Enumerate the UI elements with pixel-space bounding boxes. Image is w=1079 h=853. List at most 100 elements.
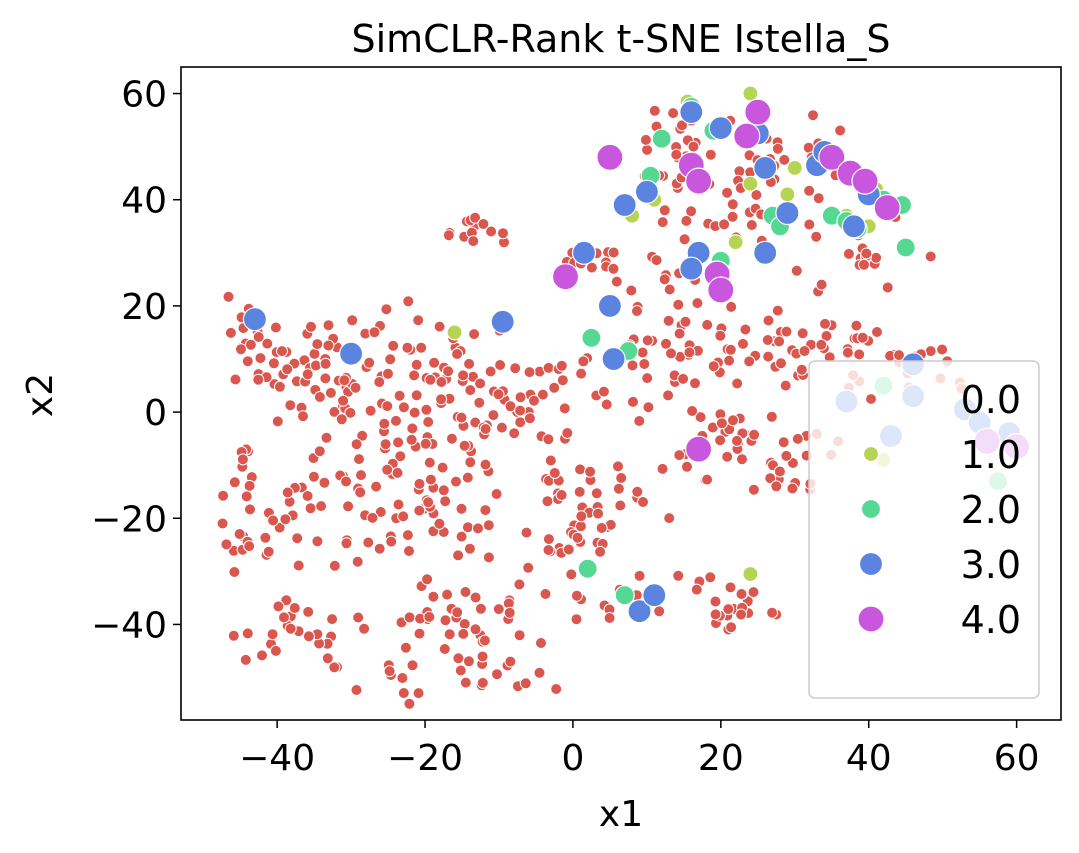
scatter-point-class-0 bbox=[673, 327, 686, 340]
scatter-point-class-2 bbox=[581, 327, 602, 348]
scatter-point-class-0 bbox=[936, 343, 949, 356]
scatter-point-class-0 bbox=[415, 341, 428, 354]
scatter-point-class-0 bbox=[796, 327, 809, 340]
scatter-point-class-0 bbox=[243, 479, 256, 492]
scatter-point-class-0 bbox=[841, 346, 854, 359]
x-tick-label: −20 bbox=[387, 738, 463, 779]
scatter-point-class-0 bbox=[709, 608, 722, 621]
scatter-point-class-0 bbox=[791, 432, 804, 445]
scatter-point-class-0 bbox=[542, 533, 555, 546]
scatter-point-class-0 bbox=[477, 218, 490, 230]
scatter-point-class-0 bbox=[228, 566, 241, 578]
scatter-point-class-0 bbox=[309, 359, 322, 372]
scatter-point-class-0 bbox=[454, 664, 467, 677]
scatter-point-class-0 bbox=[352, 611, 365, 624]
scatter-point-class-0 bbox=[672, 298, 685, 311]
legend-marker-2 bbox=[860, 498, 882, 520]
x-tick-label: −40 bbox=[239, 738, 315, 779]
chart-title: SimCLR-Rank t-SNE Istella_S bbox=[351, 17, 890, 61]
y-tick-label: −40 bbox=[91, 605, 167, 646]
scatter-point-class-0 bbox=[663, 283, 676, 296]
scatter-point-class-0 bbox=[723, 354, 736, 367]
scatter-point-class-0 bbox=[461, 521, 474, 534]
scatter-point-class-0 bbox=[424, 373, 437, 386]
scatter-point-class-0 bbox=[607, 246, 620, 259]
scatter-point-class-0 bbox=[638, 358, 651, 370]
scatter-point-class-0 bbox=[220, 538, 233, 551]
scatter-point-class-0 bbox=[607, 262, 620, 275]
scatter-point-class-0 bbox=[714, 434, 727, 447]
scatter-point-class-0 bbox=[458, 439, 471, 452]
scatter-point-class-0 bbox=[406, 659, 419, 672]
scatter-point-class-0 bbox=[227, 629, 240, 642]
scatter-point-class-0 bbox=[542, 544, 555, 556]
scatter-point-class-0 bbox=[735, 588, 748, 600]
scatter-point-class-0 bbox=[764, 472, 777, 485]
scatter-point-class-0 bbox=[315, 500, 328, 513]
scatter-point-class-0 bbox=[262, 545, 275, 558]
scatter-point-class-0 bbox=[479, 423, 492, 435]
scatter-point-class-0 bbox=[856, 331, 869, 344]
scatter-point-class-0 bbox=[662, 314, 675, 327]
scatter-point-class-0 bbox=[558, 402, 571, 415]
scatter-point-class-0 bbox=[513, 578, 526, 591]
scatter-point-class-0 bbox=[737, 337, 749, 350]
scatter-point-class-3 bbox=[841, 214, 867, 239]
scatter-point-class-0 bbox=[555, 489, 568, 501]
scatter-point-class-0 bbox=[656, 216, 669, 229]
scatter-point-class-0 bbox=[641, 372, 654, 385]
scatter-point-class-0 bbox=[370, 480, 383, 493]
scatter-point-class-0 bbox=[368, 326, 381, 339]
x-tick-label: 20 bbox=[698, 738, 744, 779]
scatter-point-class-0 bbox=[271, 415, 284, 428]
scatter-point-class-0 bbox=[364, 404, 377, 417]
scatter-point-class-0 bbox=[458, 618, 471, 630]
scatter-point-class-0 bbox=[378, 417, 391, 430]
scatter-point-class-0 bbox=[660, 337, 672, 350]
scatter-point-class-1 bbox=[446, 324, 463, 341]
scatter-point-class-0 bbox=[410, 389, 423, 402]
scatter-point-class-0 bbox=[469, 623, 482, 636]
scatter-point-class-0 bbox=[422, 416, 435, 428]
scatter-point-class-0 bbox=[871, 326, 883, 338]
y-tick-label: 40 bbox=[121, 181, 167, 222]
scatter-point-class-0 bbox=[435, 376, 448, 388]
scatter-point-class-0 bbox=[281, 486, 294, 499]
scatter-point-class-3 bbox=[642, 583, 667, 608]
scatter-point-class-0 bbox=[490, 488, 503, 500]
scatter-point-class-0 bbox=[397, 401, 410, 414]
scatter-point-class-0 bbox=[677, 372, 690, 385]
scatter-point-class-0 bbox=[383, 665, 396, 678]
scatter-point-class-0 bbox=[803, 184, 816, 197]
scatter-point-class-3 bbox=[490, 309, 515, 334]
scatter-point-class-0 bbox=[528, 394, 540, 407]
scatter-point-class-0 bbox=[455, 530, 468, 543]
scatter-point-class-0 bbox=[469, 591, 482, 604]
scatter-point-class-0 bbox=[387, 339, 400, 352]
scatter-point-class-0 bbox=[405, 433, 418, 446]
scatter-point-class-0 bbox=[492, 388, 505, 401]
scatter-point-class-0 bbox=[463, 542, 476, 555]
scatter-point-class-0 bbox=[570, 589, 583, 602]
scatter-point-class-0 bbox=[304, 502, 317, 515]
scatter-point-class-0 bbox=[761, 334, 774, 346]
scatter-point-class-0 bbox=[412, 687, 425, 700]
scatter-point-class-0 bbox=[819, 317, 831, 330]
scatter-point-class-0 bbox=[423, 610, 436, 623]
scatter-point-class-0 bbox=[548, 467, 561, 479]
legend-label-0: 0.0 bbox=[961, 378, 1021, 422]
scatter-point-class-0 bbox=[686, 405, 699, 417]
scatter-point-class-0 bbox=[633, 415, 646, 427]
scatter-point-class-0 bbox=[451, 606, 464, 619]
scatter-point-class-0 bbox=[503, 606, 516, 619]
scatter-point-class-0 bbox=[356, 429, 369, 442]
scatter-point-class-0 bbox=[795, 363, 808, 376]
scatter-point-class-0 bbox=[273, 380, 286, 393]
scatter-point-class-0 bbox=[881, 281, 894, 294]
y-tick-label: −20 bbox=[91, 499, 167, 540]
scatter-point-class-0 bbox=[747, 586, 760, 599]
scatter-point-class-0 bbox=[487, 409, 500, 422]
scatter-point-class-0 bbox=[777, 436, 790, 449]
scatter-point-class-4 bbox=[596, 143, 624, 171]
